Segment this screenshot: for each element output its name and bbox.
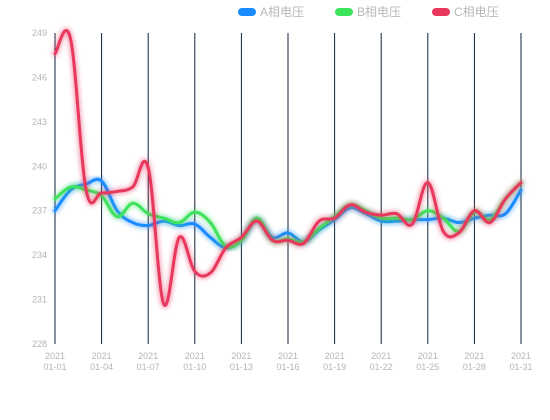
- x-tick-date: 01-31: [509, 362, 532, 372]
- x-tick-year: 2021: [138, 351, 158, 361]
- legend-swatch: [335, 8, 353, 16]
- x-tick-year: 2021: [511, 351, 531, 361]
- x-tick-date: 01-22: [370, 362, 393, 372]
- x-axis: 202101-01202101-04202101-07202101-102021…: [43, 351, 532, 372]
- x-tick-date: 01-04: [90, 362, 113, 372]
- x-tick-year: 2021: [418, 351, 438, 361]
- x-tick-date: 01-07: [137, 362, 160, 372]
- y-tick-label: 246: [32, 72, 47, 82]
- legend-item-a[interactable]: A相电压: [238, 5, 304, 19]
- y-axis: 249 246 243 240 237 234 231 228: [32, 28, 47, 349]
- y-tick-label: 234: [32, 250, 47, 260]
- y-tick-label: 243: [32, 117, 47, 127]
- legend-label: B相电压: [357, 5, 401, 19]
- legend-swatch: [432, 8, 450, 16]
- x-tick-date: 01-28: [463, 362, 486, 372]
- x-tick-year: 2021: [92, 351, 112, 361]
- legend-swatch: [238, 8, 256, 16]
- x-tick-date: 01-13: [230, 362, 253, 372]
- x-tick-date: 01-25: [416, 362, 439, 372]
- y-tick-label: 228: [32, 339, 47, 349]
- series-layer: [52, 27, 524, 309]
- series-line: [53, 29, 523, 307]
- series-c: [52, 27, 524, 309]
- x-tick-year: 2021: [45, 351, 65, 361]
- x-tick-year: 2021: [278, 351, 298, 361]
- x-tick-year: 2021: [371, 351, 391, 361]
- x-tick-date: 01-01: [43, 362, 66, 372]
- legend: A相电压 B相电压 C相电压: [238, 5, 499, 19]
- legend-label: C相电压: [454, 5, 499, 19]
- y-tick-label: 240: [32, 161, 47, 171]
- x-tick-year: 2021: [231, 351, 251, 361]
- grid-lines: [54, 33, 522, 344]
- x-tick-date: 01-19: [323, 362, 346, 372]
- y-tick-label: 237: [32, 206, 47, 216]
- legend-label: A相电压: [260, 5, 304, 19]
- legend-item-b[interactable]: B相电压: [335, 5, 401, 19]
- x-tick-date: 01-10: [183, 362, 206, 372]
- x-tick-date: 01-16: [276, 362, 299, 372]
- y-tick-label: 249: [32, 28, 47, 38]
- x-tick-year: 2021: [464, 351, 484, 361]
- legend-item-c[interactable]: C相电压: [432, 5, 499, 19]
- x-tick-year: 2021: [325, 351, 345, 361]
- y-tick-label: 231: [32, 295, 47, 305]
- x-tick-year: 2021: [185, 351, 205, 361]
